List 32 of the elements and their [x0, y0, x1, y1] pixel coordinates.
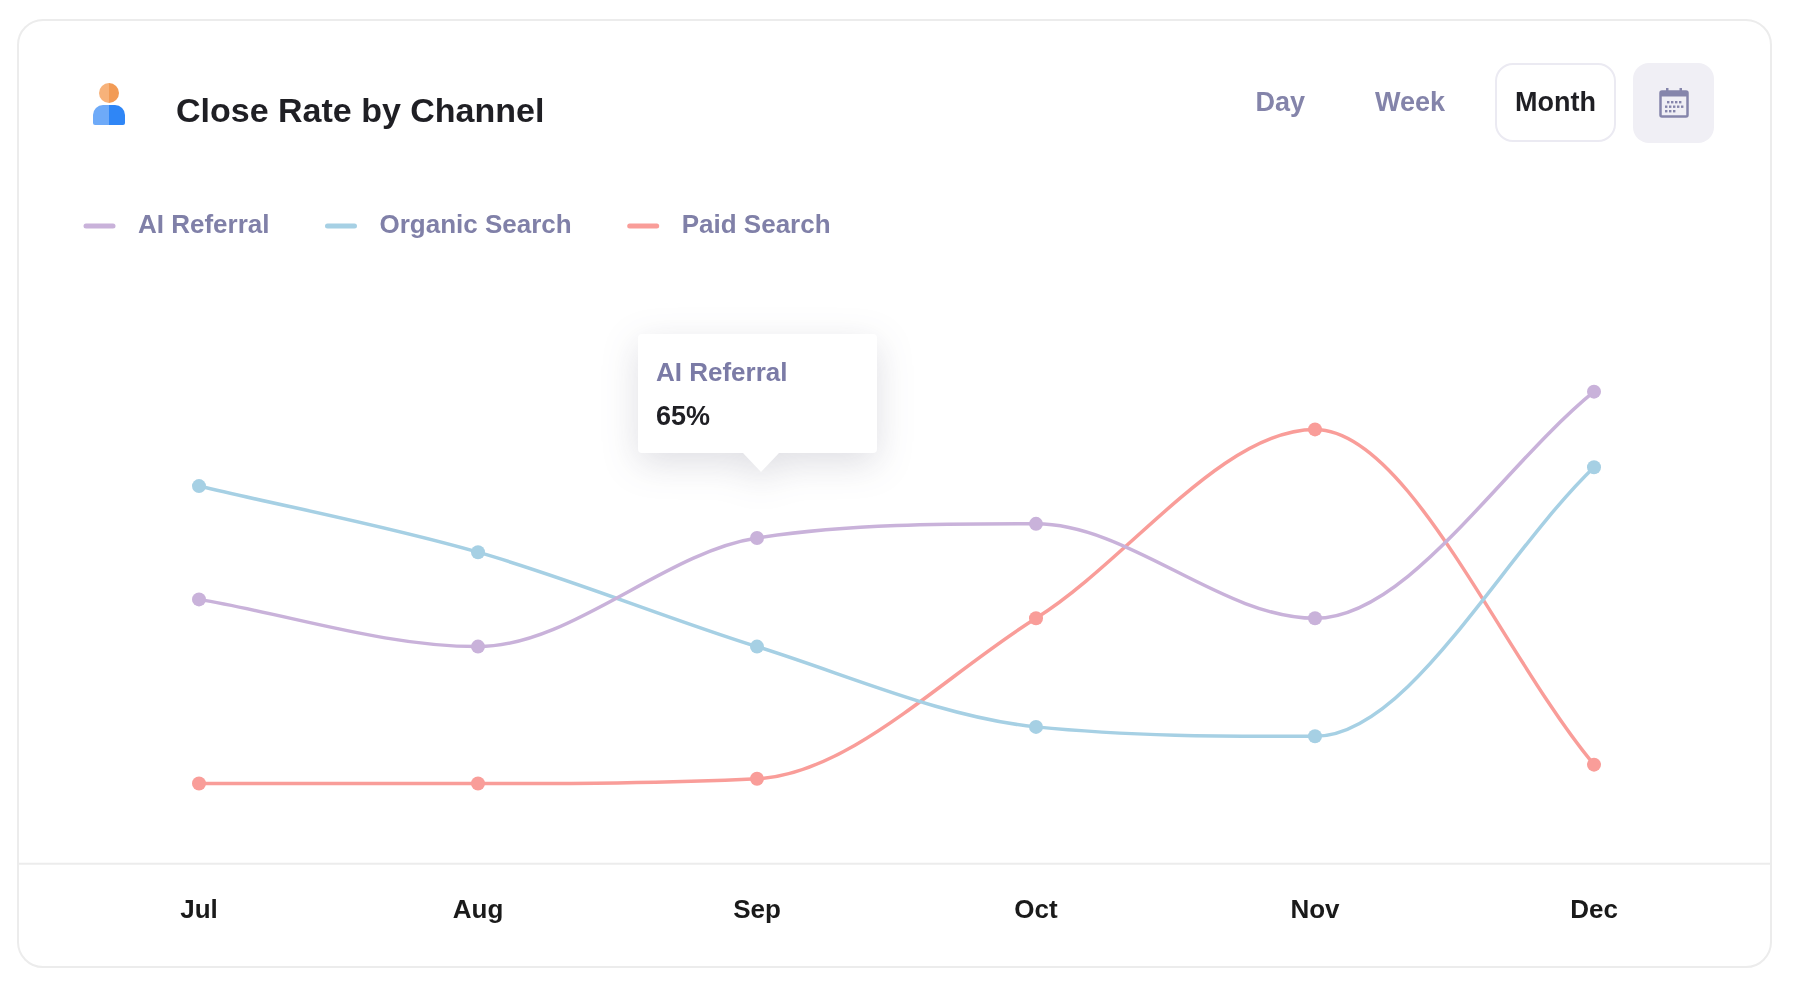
x-tick-label: Oct	[1014, 893, 1059, 924]
text: Week	[1374, 87, 1446, 117]
point	[471, 776, 485, 791]
point	[192, 479, 206, 494]
point	[750, 639, 764, 654]
x-tick-label: Aug	[452, 893, 504, 924]
point	[1029, 611, 1043, 626]
point	[471, 639, 485, 654]
point	[1587, 460, 1601, 475]
point	[1587, 757, 1601, 772]
point	[1308, 611, 1322, 626]
text: Day	[1255, 87, 1305, 117]
point	[471, 545, 485, 560]
point	[750, 531, 764, 546]
point	[1587, 384, 1601, 399]
point	[750, 771, 764, 786]
legend-label: Organic Search	[379, 209, 572, 240]
legend-label: AI Referral	[138, 209, 270, 240]
x-tick-label: Nov	[1290, 893, 1341, 924]
x-tick-label: Dec	[1570, 893, 1618, 924]
x-tick-label: Jul	[180, 893, 218, 924]
point	[192, 776, 206, 791]
chart-title: Close Rate by Channel	[176, 90, 545, 130]
text: Month	[1515, 87, 1596, 117]
annotation: AI Referral 65%	[656, 357, 788, 431]
point	[1308, 729, 1322, 744]
point	[1308, 422, 1322, 437]
legend-label: Paid Search	[681, 209, 831, 240]
point	[1029, 719, 1043, 734]
point	[192, 592, 206, 607]
point	[1029, 516, 1043, 531]
x-tick-label: Sep	[733, 893, 781, 924]
